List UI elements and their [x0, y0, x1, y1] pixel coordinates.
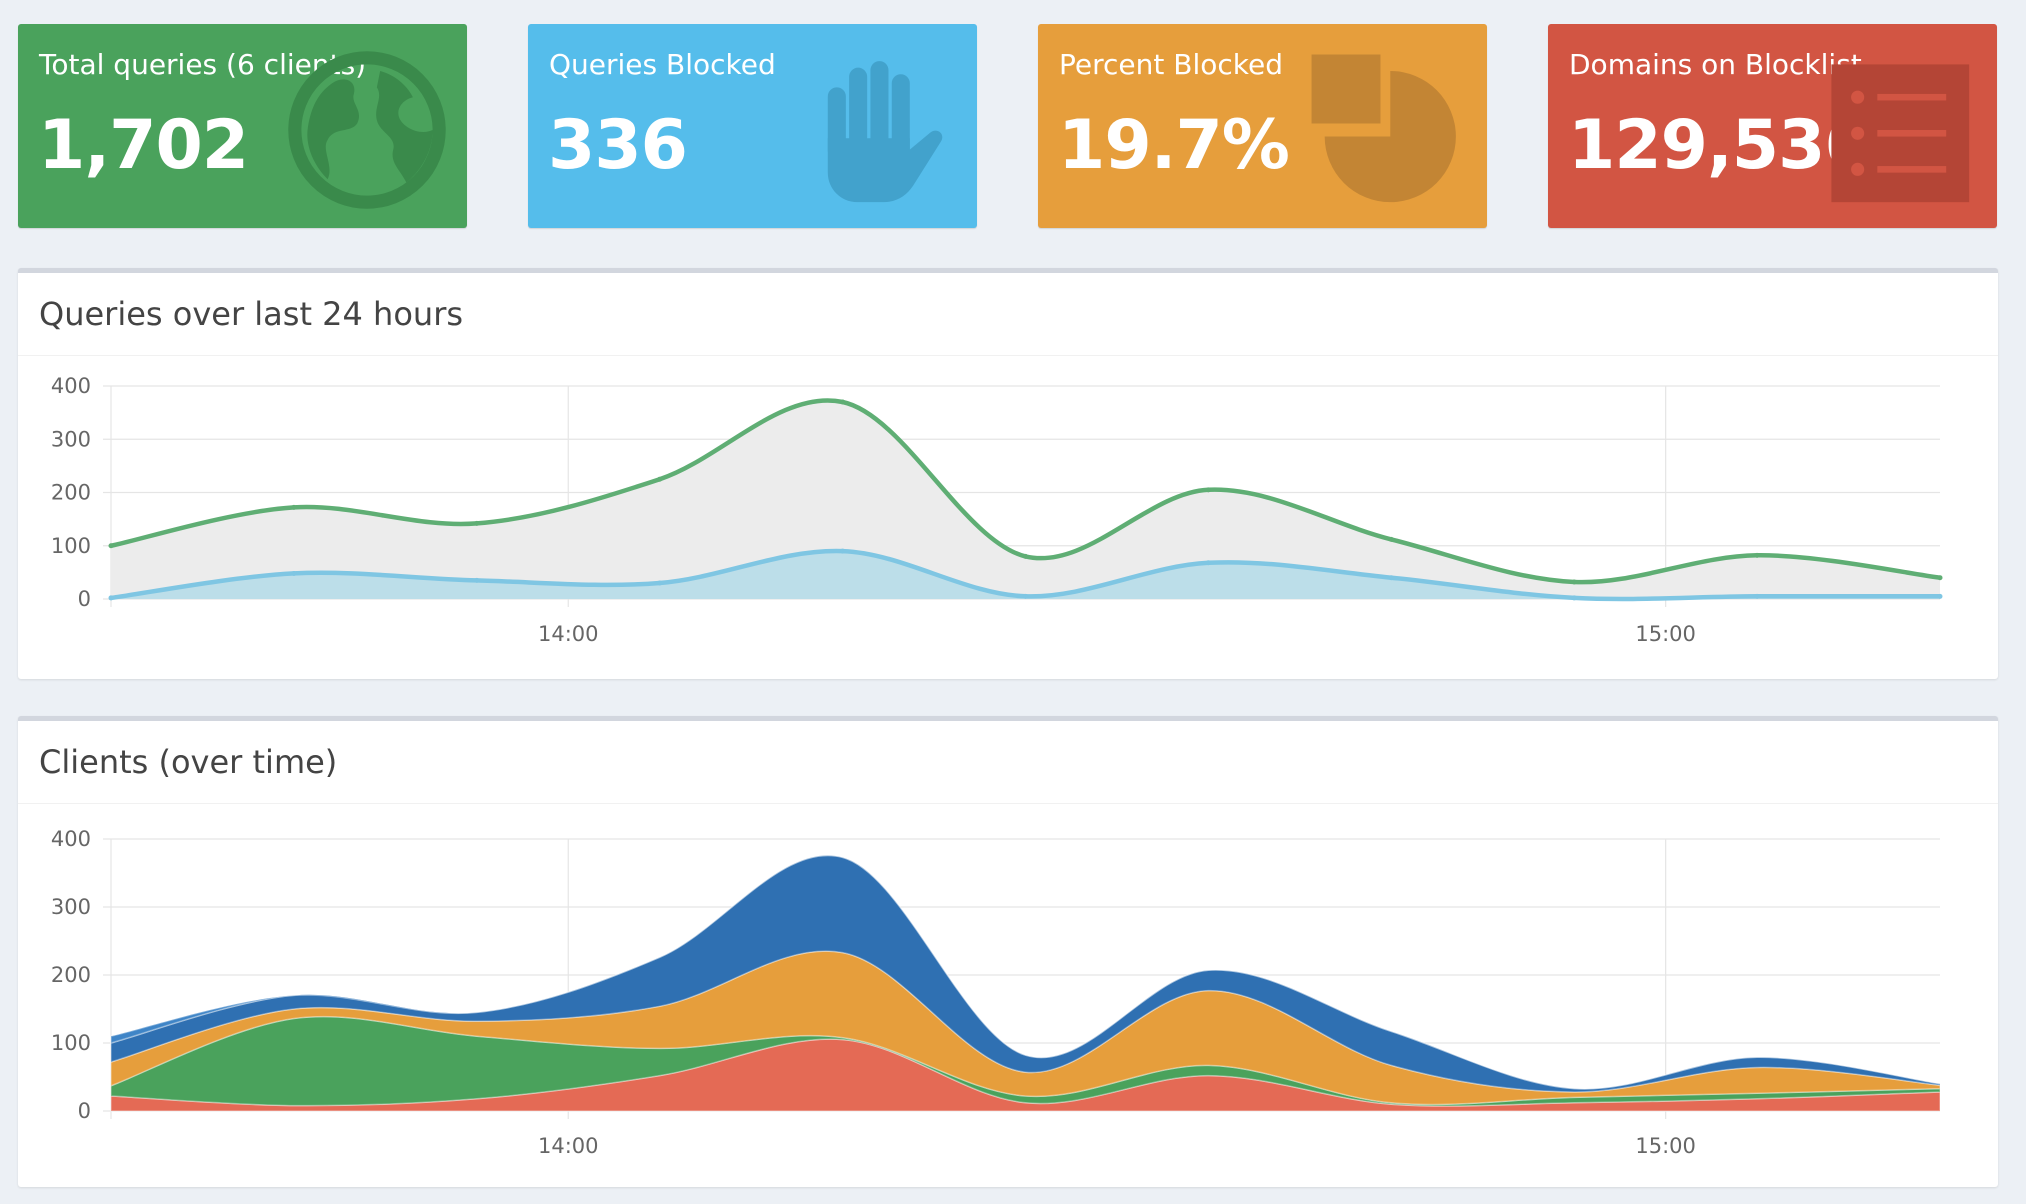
series-1-area: [111, 550, 1940, 600]
y-tick-label: 200: [51, 481, 91, 505]
hand-icon: [827, 61, 943, 203]
y-tick-label: 100: [51, 534, 91, 558]
y-tick-label: 300: [51, 895, 91, 919]
series-1-point: [1754, 593, 1760, 599]
queries-panel-header: Queries over last 24 hours: [18, 273, 1998, 356]
y-tick-label: 200: [51, 963, 91, 987]
series-1-point: [108, 595, 114, 601]
globe-icon: [288, 51, 446, 209]
series-4-area: [110, 854, 1941, 1090]
y-tick-label: 400: [51, 374, 91, 398]
series-0-point: [1754, 552, 1760, 558]
series-1-point: [840, 548, 846, 554]
series-1-point: [1571, 595, 1577, 601]
series-0-area: [111, 400, 1940, 599]
total-queries-value: 1,702: [38, 106, 249, 185]
series-1-point: [657, 580, 663, 586]
domains-blocklist-title: Domains on Blocklist: [1569, 48, 1862, 81]
series-1-point: [474, 577, 480, 583]
series-0-point: [108, 543, 114, 549]
series-1-point: [1205, 560, 1211, 566]
series-0-point: [1937, 575, 1943, 581]
domains-blocklist-value: 129,536: [1568, 106, 1872, 185]
series-0-point: [840, 399, 846, 405]
domains-blocklist-box: Domains on Blocklist 129,536: [1548, 24, 1997, 228]
series-0-point: [1023, 553, 1028, 559]
series-0-point: [474, 520, 480, 526]
queries-blocked-box: Queries Blocked 336: [528, 24, 977, 228]
series-1-point: [1388, 575, 1394, 581]
series-0-point: [1205, 487, 1211, 493]
y-tick-label: 300: [51, 427, 91, 451]
series-3-area: [110, 854, 1941, 1093]
y-tick-label: 400: [51, 827, 91, 851]
queries-panel-title: Queries over last 24 hours: [39, 295, 464, 333]
series-1-point: [1023, 593, 1028, 599]
x-tick-label: 15:00: [1635, 622, 1696, 646]
y-tick-label: 0: [78, 1099, 91, 1123]
percent-blocked-value: 19.7%: [1058, 106, 1290, 185]
queries-blocked-title: Queries Blocked: [549, 48, 776, 81]
clients-chart: 0 100 200 300 400 14:00 15:00: [51, 827, 1941, 1158]
queries-panel: Queries over last 24 hours 0 100 200 300 400…: [18, 268, 1998, 679]
clients-panel-title: Clients (over time): [39, 743, 338, 781]
total-queries-box: Total queries (6 clients) 1,702: [18, 24, 467, 228]
clients-panel-header: Clients (over time): [18, 721, 1998, 804]
pie-chart-icon: [1311, 54, 1456, 203]
queries-blocked-value: 336: [548, 106, 688, 185]
series-1-point: [1937, 593, 1943, 599]
x-tick-label: 14:00: [538, 622, 599, 646]
y-tick-label: 100: [51, 1031, 91, 1055]
series-0-point: [1388, 536, 1394, 542]
series-0-point: [1571, 579, 1577, 585]
y-tick-label: 0: [78, 587, 91, 611]
percent-blocked-title: Percent Blocked: [1059, 48, 1283, 81]
x-tick-label: 14:00: [538, 1134, 599, 1158]
percent-blocked-box: Percent Blocked 19.7%: [1038, 24, 1487, 228]
series-0-point: [657, 476, 663, 482]
series-1-point: [291, 570, 297, 576]
queries-chart: 0 100 200 300 400 14:00 15:00: [51, 374, 1943, 646]
series-0-point: [291, 504, 297, 510]
clients-panel: Clients (over time) 0 100 200 300 400 14:00 15…: [18, 716, 1998, 1187]
list-icon: [1831, 64, 1970, 203]
series-0-line: [110, 398, 1941, 585]
x-tick-label: 15:00: [1635, 1134, 1696, 1158]
